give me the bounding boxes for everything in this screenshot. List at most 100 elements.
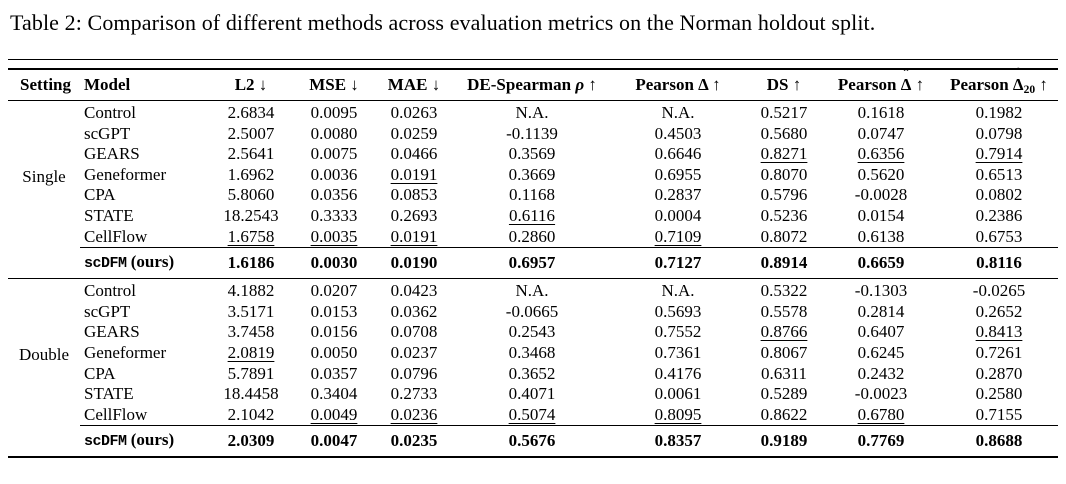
metric-value-bold: 0.6957 — [454, 247, 610, 280]
metric-value: 2.1042 — [208, 405, 294, 426]
arrow-down-icon: ↓ — [258, 75, 268, 94]
metric-value: 18.4458 — [208, 384, 294, 405]
metric-value: -0.1139 — [454, 124, 610, 145]
metric-value: 0.0802 — [940, 185, 1058, 206]
metric-text: 0.0236 — [390, 404, 438, 424]
header-label: MSE — [309, 75, 347, 94]
metric-text: 0.4503 — [654, 123, 702, 143]
metric-value: 0.6138 — [822, 227, 940, 248]
table-row: CPA 5.8060 0.0356 0.0853 0.1168 0.2837 0.5796 -… — [8, 185, 1058, 206]
metric-value: 0.6780 — [822, 405, 940, 426]
table-row: STATE 18.4458 0.3404 0.2733 0.4071 0.0061 0.52… — [8, 384, 1058, 405]
metric-value-bold: 0.9189 — [746, 425, 822, 459]
metric-text: 0.8766 — [760, 322, 808, 342]
metric-text: 2.1042 — [227, 404, 275, 424]
metric-value-bold: 0.8688 — [940, 425, 1058, 459]
metric-text: 18.4458 — [223, 384, 279, 404]
table-row-ours: scDFM (ours) 1.6186 0.0030 0.0190 0.6957 0.71… — [8, 247, 1058, 280]
metric-value: 0.5236 — [746, 206, 822, 227]
metric-value-bold: 0.7769 — [822, 425, 940, 459]
metric-value-bold: 0.7127 — [610, 247, 746, 280]
metric-value: 0.5289 — [746, 384, 822, 405]
model-name: CPA — [84, 185, 116, 205]
metric-value: 0.5322 — [746, 279, 822, 302]
metric-text: 0.0004 — [654, 205, 702, 225]
metric-text: 0.0466 — [390, 144, 438, 164]
ours-model-label: scDFM — [84, 255, 127, 273]
metric-value: 0.2860 — [454, 227, 610, 248]
metric-text: 0.0362 — [390, 301, 438, 321]
metric-value: 0.2432 — [822, 364, 940, 385]
arrow-up-icon: ↑ — [792, 75, 802, 94]
metric-value-bold: 0.6659 — [822, 247, 940, 280]
arrow-up-icon: ↑ — [915, 75, 925, 94]
model-name: STATE — [84, 205, 134, 225]
metric-value: -0.0665 — [454, 302, 610, 323]
ours-model-label: scDFM — [84, 433, 127, 451]
metric-value: 0.1168 — [454, 185, 610, 206]
arrow-up-icon: ↑ — [1039, 74, 1048, 94]
header-subscript: 20 — [1023, 82, 1036, 96]
metric-value: 18.2543 — [208, 206, 294, 227]
column-header-de-spearman: DE-Spearman ρ ↑ — [454, 69, 610, 101]
metric-text: 0.5620 — [857, 164, 905, 184]
metric-text: 0.0357 — [310, 363, 358, 383]
metric-value: 1.6758 — [208, 227, 294, 248]
metric-text: 0.2652 — [975, 301, 1023, 321]
column-header-pearson: Pearson Δ ↑ — [610, 69, 746, 101]
metric-text: 2.0309 — [227, 431, 275, 451]
metric-value: 0.4071 — [454, 384, 610, 405]
metric-text: 0.5217 — [760, 103, 808, 122]
metric-value: -0.0028 — [822, 185, 940, 206]
model-name: GEARS — [84, 322, 140, 342]
metric-text: 0.6957 — [508, 253, 556, 273]
metric-text: 0.4176 — [654, 363, 702, 383]
model-name: CellFlow — [84, 226, 148, 246]
metric-text: 0.6245 — [857, 342, 905, 362]
metric-text: 0.1618 — [857, 103, 905, 122]
metric-value: N.A. — [610, 279, 746, 302]
metric-text: 0.6513 — [975, 164, 1023, 184]
metric-value: 0.0075 — [294, 144, 374, 165]
metric-value-bold: 0.0030 — [294, 247, 374, 280]
table-row: STATE 18.2543 0.3333 0.2693 0.6116 0.0004 0.52… — [8, 206, 1058, 227]
metric-value-bold: 0.0047 — [294, 425, 374, 459]
metric-text: -0.0265 — [972, 281, 1026, 301]
metric-value: 0.0207 — [294, 279, 374, 302]
column-header-setting: Setting — [8, 69, 80, 101]
header-label: DS — [766, 75, 789, 94]
setting-label-double: Double — [8, 278, 80, 459]
metric-value: 2.0819 — [208, 343, 294, 364]
metric-value-bold: 0.8357 — [610, 425, 746, 459]
metric-text: 0.7361 — [654, 342, 702, 362]
metric-text: 0.0191 — [390, 164, 438, 184]
metric-text: 0.0036 — [310, 164, 358, 184]
model-name: Control — [84, 103, 136, 122]
metric-text: 0.6659 — [857, 253, 905, 273]
metric-value: 0.0095 — [294, 101, 374, 124]
metric-value: 0.8067 — [746, 343, 822, 364]
table-body: Single Control 2.6834 0.0095 0.0263 N.A. N.A. 0… — [8, 100, 1058, 459]
metric-text: 2.6834 — [227, 103, 275, 122]
results-table: Setting Model L2 ↓ MSE ↓ MAE ↓ DE-Spearman ρ … — [8, 66, 1058, 459]
metric-value: -0.0265 — [940, 279, 1058, 302]
arrow-up-icon: ↑ — [588, 75, 597, 94]
metric-value: 0.3652 — [454, 364, 610, 385]
metric-value: N.A. — [610, 101, 746, 124]
metric-value: 0.0191 — [374, 165, 454, 186]
metric-text: 0.5578 — [760, 301, 808, 321]
metric-value: 0.0049 — [294, 405, 374, 426]
metric-value: 0.0357 — [294, 364, 374, 385]
metric-value: 0.0080 — [294, 124, 374, 145]
metric-value-bold: 0.8914 — [746, 247, 822, 280]
metric-value: 0.2814 — [822, 302, 940, 323]
column-header-mse: MSE ↓ — [294, 69, 374, 101]
metric-text: 0.6646 — [654, 144, 702, 164]
header-row: Setting Model L2 ↓ MSE ↓ MAE ↓ DE-Spearman ρ … — [8, 66, 1058, 101]
metric-value: 0.8622 — [746, 405, 822, 426]
metric-value: 1.6962 — [208, 165, 294, 186]
